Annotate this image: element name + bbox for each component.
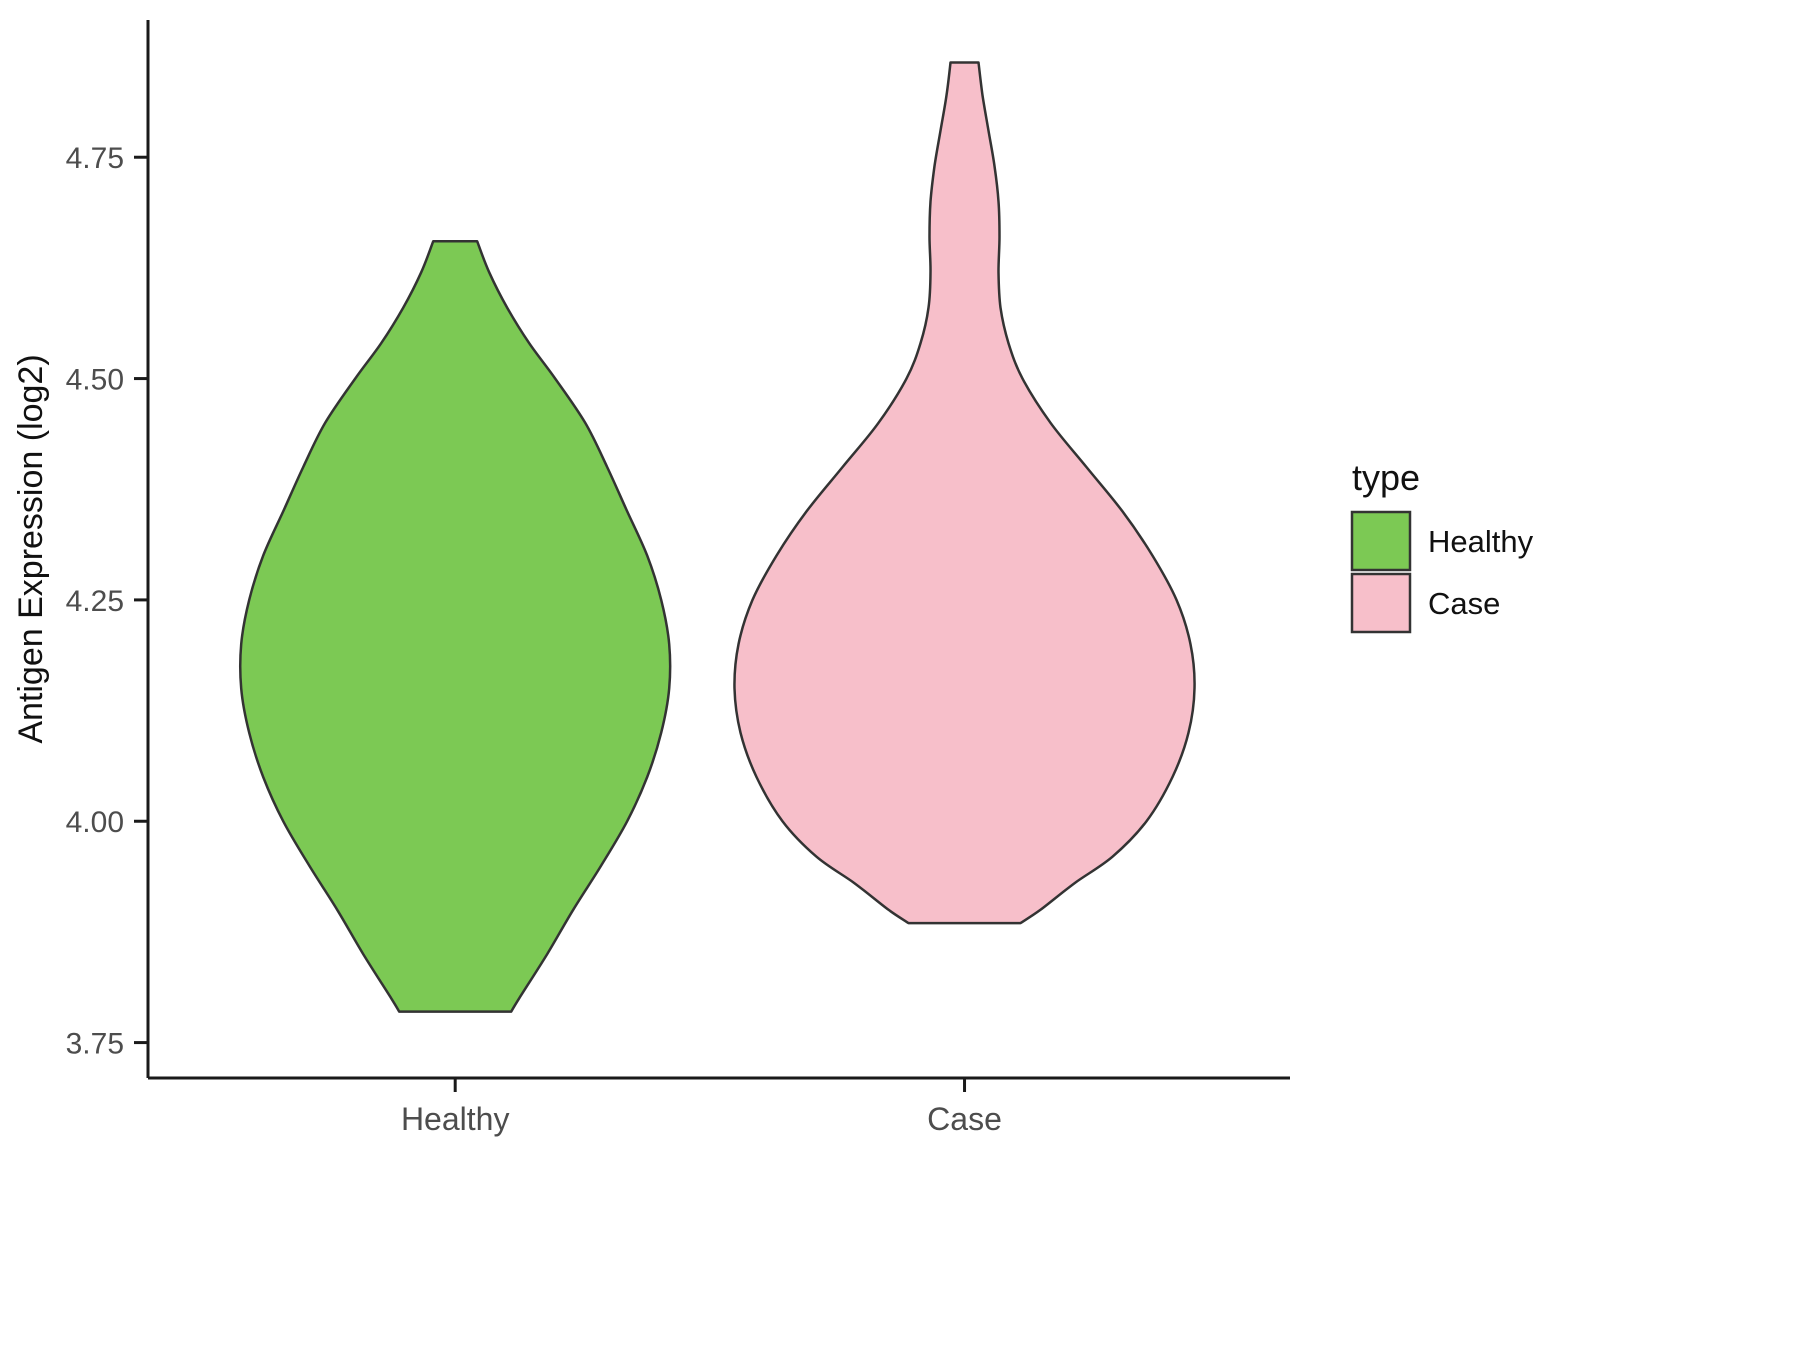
legend-key-case-swatch (1350, 572, 1412, 634)
y-tick-label: 4.00 (66, 806, 124, 839)
legend-label-healthy: Healthy (1428, 524, 1534, 559)
x-tick-label: Healthy (401, 1101, 510, 1137)
violin-case (733, 61, 1196, 925)
legend-entry-case: Case (1350, 572, 1500, 634)
legend-key-healthy-swatch (1350, 510, 1412, 572)
violin-healthy (238, 240, 672, 1013)
legend-entry-healthy: Healthy (1350, 510, 1534, 572)
legend-title: type (1352, 457, 1420, 498)
y-tick-label: 4.25 (66, 585, 124, 618)
x-axis-ticks: Healthy Case (401, 1078, 1002, 1137)
y-axis-ticks: 3.75 4.00 4.25 4.50 4.75 (66, 142, 148, 1061)
y-tick-label: 4.50 (66, 364, 124, 397)
y-tick-label: 3.75 (66, 1028, 124, 1061)
legend-label-case: Case (1428, 586, 1500, 621)
legend: type Healthy Case (1350, 457, 1534, 634)
violins-layer (238, 61, 1196, 1013)
x-tick-label: Case (927, 1101, 1002, 1137)
y-axis-title: Antigen Expression (log2) (12, 354, 50, 743)
y-tick-label: 4.75 (66, 142, 124, 175)
